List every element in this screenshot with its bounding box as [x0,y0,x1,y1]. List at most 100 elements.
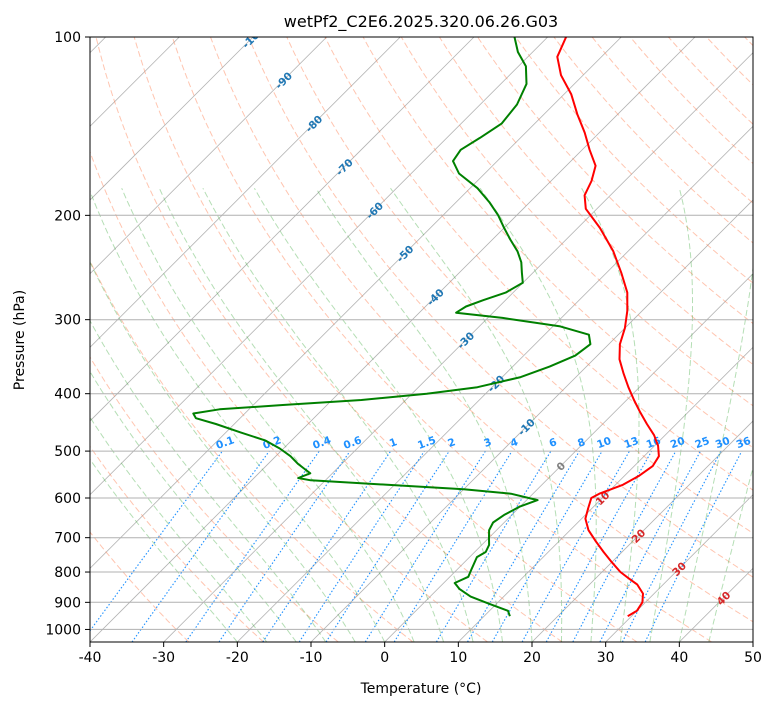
dewpoint-profile-line [192,37,592,617]
mixing-ratio-label: 0.4 [311,434,333,452]
isotherm-line [163,52,753,642]
chart-title: wetPf2_C2E6.2025.320.06.26.G03 [284,12,558,32]
mixing-ratio-line [325,450,450,642]
y-tick-label: 400 [54,387,81,403]
moist-adiabat-line [649,188,693,642]
x-tick-label: 40 [670,650,688,666]
dry-adiabat-line [95,37,563,642]
dry-adiabat-line [438,37,753,366]
moist-adiabat-line [90,458,238,642]
moist-adiabat-line [708,465,753,642]
isotherm-line [90,37,475,422]
isotherm-line [531,420,753,642]
dry-adiabat-line [90,531,190,642]
mixing-ratio-line [185,450,320,642]
moist-adiabat-line [315,187,533,642]
mixing-ratio-label: 30 [714,435,732,451]
axes: -40 -30 -20 -10 0 10 20 30 40 50 100 200 300 400 500 6 0… [45,30,762,666]
moist-adiabat-line [90,370,297,642]
dry-adiabat-line [400,37,753,407]
x-tick-label: 10 [449,650,467,666]
x-tick-label: 50 [744,650,762,666]
mixing-ratio-label: 1.5 [416,434,438,452]
mixing-ratio-line [521,450,630,642]
mixing-ratio-line [131,450,270,642]
mixing-ratio-line [262,450,392,642]
mixing-ratio-label: 20 [669,435,687,451]
x-tick-label: -40 [79,650,102,666]
mixing-ratio-line [621,450,722,642]
dry-adiabat-line [90,150,488,642]
isotherm-line [90,37,327,275]
mixing-ratio-label: 10 [595,435,613,451]
y-tick-label: 200 [54,208,81,224]
mixing-ratio-label: 25 [693,435,711,451]
dry-adiabat-line [286,37,753,534]
plot-frame [89,36,754,643]
moist-adiabat-line [158,187,445,642]
mixing-ratio-label: 4 [509,436,520,450]
y-tick-label: 300 [54,313,81,329]
profile-lines [192,37,660,618]
mixing-ratio-line [218,450,351,642]
x-tick-label: 30 [597,650,615,666]
isotherm-line [310,199,753,642]
mixing-ratio-label: 8 [576,436,587,450]
y-tick-label: 100 [54,30,81,46]
mixing-ratio-label: 3 [482,436,493,450]
dry-adiabat-line [248,37,753,578]
moist-adiabat-line [90,319,327,642]
x-tick-label: 0 [380,650,389,666]
y-tick-label: 700 [54,531,81,547]
dry-adiabat-line [515,37,753,284]
mixing-ratio-label: 13 [623,435,641,451]
y-tick-label: 900 [54,595,81,611]
mixing-ratio-label: 0.6 [342,434,364,452]
temperature-profile-line [556,37,660,618]
x-tick-label: 20 [523,650,541,666]
dry-adiabat-line [90,445,264,642]
x-tick-label: -10 [300,650,323,666]
isotherm-line [90,37,696,642]
dry-adiabat-line [90,259,414,642]
mixing-ratio-label: 36 [735,435,753,451]
y-axis-label: Pressure (hPa) [12,290,28,390]
isotherm-line [384,273,753,642]
isotherm-line [605,494,753,642]
moist-adiabat-line [678,264,753,642]
x-tick-label: -30 [152,650,175,666]
moist-adiabat-line [90,260,356,642]
x-tick-label: -20 [226,650,249,666]
mixing-ratio-line [545,450,653,642]
moist-adiabat-line [253,187,503,642]
mixing-ratio-label: 6 [548,436,559,450]
mixing-ratio-label: 1 [388,436,399,450]
mixing-ratio-line [90,450,223,632]
isotherm-line [458,346,753,642]
mixing-ratio-line [298,450,425,642]
moist-adiabat-line [390,187,563,642]
y-tick-label: 1000 [45,622,81,638]
y-tick-label: 500 [54,444,81,460]
moist-adiabat-line [90,189,386,642]
moist-adiabat-line [90,416,268,642]
moist-adiabat-line [479,187,597,642]
mixing-ratio-label: 2 [446,436,457,450]
isotherm-line [90,37,254,201]
moist-adiabat-line [581,187,640,642]
mixing-ratio-line [393,450,513,642]
mixing-ratio-label: 0.1 [214,434,236,452]
background-lines [90,37,753,642]
isotherm-line [90,37,401,348]
mixing-ratio-line [599,450,701,642]
x-axis-label: Temperature (°C) [360,681,482,697]
moist-adiabat-line [202,187,474,642]
isotherm-line [90,37,622,569]
isotherm-line [237,125,753,642]
mixing-ratio-line [364,450,486,642]
mixing-ratio-line [644,450,743,642]
dry-adiabat-line [210,37,753,623]
dry-adiabat-line [171,37,712,642]
